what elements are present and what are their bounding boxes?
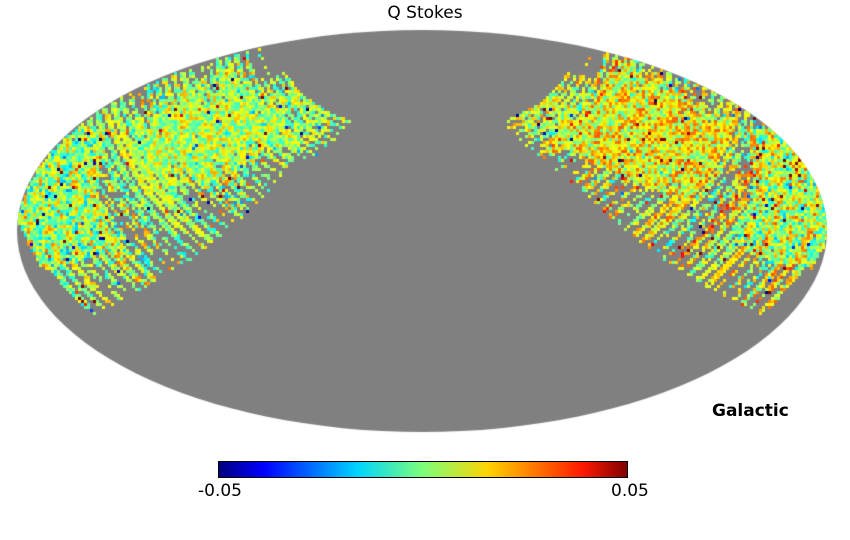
colorbar-min-label: -0.05 (198, 481, 242, 501)
colorbar-max-label: 0.05 (611, 481, 649, 501)
coordinate-system-label: Galactic (712, 401, 789, 421)
page-title: Q Stokes (387, 3, 463, 23)
colorbar (218, 461, 628, 478)
colorbar-gradient (218, 461, 628, 478)
